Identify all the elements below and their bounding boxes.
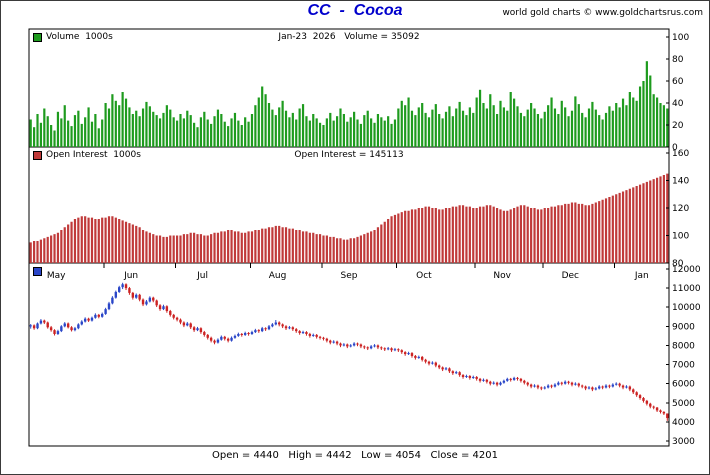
svg-text:Oct: Oct: [416, 271, 432, 281]
open-interest-annotation: Open Interest = 145113: [294, 150, 404, 160]
svg-text:8000: 8000: [672, 341, 695, 351]
svg-text:4000: 4000: [672, 418, 695, 428]
svg-text:160: 160: [672, 149, 689, 159]
svg-text:5000: 5000: [672, 399, 695, 409]
ohlc-summary: Open = 4440 High = 4442 Low = 4054 Close…: [212, 450, 498, 461]
volume-annotation: Jan-23 2026 Volume = 35092: [278, 32, 420, 42]
svg-text:60: 60: [672, 77, 684, 87]
svg-text:140: 140: [672, 177, 689, 187]
price-legend-swatch: [33, 267, 42, 276]
open-interest-bars: [29, 173, 669, 264]
svg-text:6000: 6000: [672, 380, 695, 390]
svg-text:80: 80: [672, 259, 684, 269]
axis-tick-labels: 1008060402001601401201008012000110001000…: [666, 33, 701, 447]
svg-text:Jul: Jul: [196, 271, 208, 281]
svg-text:40: 40: [672, 99, 684, 109]
price-candles: [29, 282, 669, 421]
month-axis-labels: May Jun Jul Aug Sep Oct Nov Dec Jan: [28, 263, 649, 281]
svg-text:May: May: [47, 271, 66, 281]
page-title: CC - Cocoa: [307, 2, 403, 19]
svg-text:120: 120: [672, 204, 689, 214]
svg-text:20: 20: [672, 121, 684, 131]
svg-text:0: 0: [672, 143, 678, 153]
svg-text:11000: 11000: [672, 284, 701, 294]
open-interest-legend-label: Open Interest 1000s: [46, 150, 141, 160]
svg-text:9000: 9000: [672, 322, 695, 332]
volume-legend-label: Volume 1000s: [46, 32, 113, 42]
svg-text:100: 100: [672, 232, 689, 242]
svg-text:Aug: Aug: [269, 271, 287, 281]
svg-text:Sep: Sep: [341, 271, 358, 281]
svg-text:10000: 10000: [672, 303, 701, 313]
svg-text:Jun: Jun: [123, 271, 138, 281]
svg-text:100: 100: [672, 33, 689, 43]
svg-text:12000: 12000: [672, 265, 701, 275]
svg-text:Jan: Jan: [634, 271, 649, 281]
volume-legend-swatch: [33, 33, 42, 42]
svg-text:Nov: Nov: [493, 271, 511, 281]
svg-text:3000: 3000: [672, 437, 695, 447]
volume-bars: [29, 61, 669, 148]
svg-text:7000: 7000: [672, 361, 695, 371]
copyright-text: world gold charts © www.goldchartsrus.co…: [502, 8, 703, 18]
svg-text:Dec: Dec: [562, 271, 579, 281]
open-interest-legend-swatch: [33, 151, 42, 160]
svg-text:80: 80: [672, 55, 684, 65]
